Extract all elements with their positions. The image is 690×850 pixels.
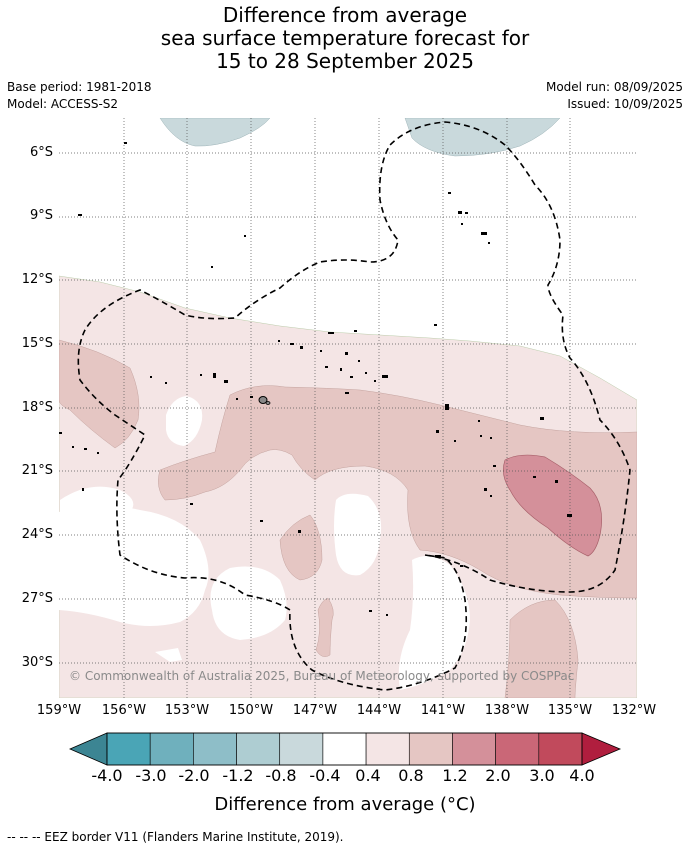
neutral-region-7 (155, 648, 182, 662)
colorbar-cell (365, 732, 410, 766)
cool-anomaly-west (159, 118, 271, 147)
neutral-region-5 (166, 396, 203, 446)
meta-right: Model run: 08/09/2025 Issued: 10/09/2025 (546, 79, 683, 113)
neutral-region-2 (60, 486, 134, 512)
eez-legend-note: -- -- -- EEZ border V11 (Flanders Marine… (7, 830, 344, 844)
lon-label-156w: 156°W (101, 703, 147, 718)
colorbar-tick-label: 2.0 (485, 766, 511, 785)
model-run: Model run: 08/09/2025 (545, 80, 683, 94)
lat-label-21s: 21°S (21, 463, 53, 478)
warm-anomaly-medium-small-1 (279, 514, 323, 581)
lat-label-12s: 12°S (21, 272, 53, 287)
lon-label-138w: 138°W (484, 703, 530, 718)
title-line-3: 15 to 28 September 2025 (216, 49, 474, 73)
lat-label-30s: 30°S (21, 655, 53, 670)
lon-label-150w: 150°W (228, 703, 274, 718)
colorbar-tick-label: 4.0 (569, 766, 595, 785)
colorbar-tick-label: -3.0 (135, 766, 167, 785)
colorbar-tick-label: -0.4 (309, 766, 341, 785)
lat-label-15s: 15°S (21, 336, 53, 351)
eez-border (77, 121, 631, 691)
title-line-1: Difference from average (222, 3, 468, 27)
colorbar-tick-label: 0.8 (398, 766, 424, 785)
lon-label-153w: 153°W (164, 703, 210, 718)
colorbar-cell (452, 732, 496, 766)
colorbar-cell (193, 732, 237, 766)
colorbar-tick-label: 1.2 (442, 766, 468, 785)
lon-label-141w: 141°W (420, 703, 466, 718)
colorbar-tick-label: 0.4 (355, 766, 381, 785)
neutral-region-4 (334, 493, 382, 576)
colorbar-cell (538, 732, 583, 766)
colorbar-tick-label: -2.0 (178, 766, 210, 785)
copyright-notice: © Commonwealth of Australia 2025, Bureau… (69, 669, 575, 683)
warm-anomaly-medium-south (504, 599, 579, 698)
lon-label-144w: 144°W (356, 703, 402, 718)
neutral-region-3 (210, 566, 287, 640)
lat-label-9s: 9°S (29, 208, 53, 223)
colorbar-tick-label: 3.0 (529, 766, 555, 785)
tahiti-island (258, 396, 268, 404)
colorbar-cell (408, 732, 453, 766)
colorbar-over-arrow (581, 732, 622, 766)
lon-label-135w: 135°W (547, 703, 593, 718)
cool-anomaly-east (404, 118, 561, 157)
islands (59, 142, 572, 616)
chart-title: Difference from average sea surface temp… (0, 4, 690, 73)
colorbar-title: Difference from average (°C) (214, 794, 476, 815)
colorbar-cell (279, 732, 324, 766)
colorbar-tick-label: -4.0 (91, 766, 123, 785)
lon-label-147w: 147°W (292, 703, 338, 718)
lat-label-24s: 24°S (21, 527, 53, 542)
colorbar-cell (236, 732, 281, 766)
colorbar-cell (495, 732, 540, 766)
colorbar-cell (149, 732, 194, 766)
map-area (59, 118, 637, 698)
colorbar-tick-label: -0.8 (265, 766, 297, 785)
colorbar-under-arrow (68, 732, 108, 766)
warm-anomaly-strong (503, 454, 602, 557)
issued-date: Issued: 10/09/2025 (567, 97, 683, 111)
moorea-island (265, 401, 271, 405)
neutral-region-6 (398, 556, 470, 690)
base-period: Base period: 1981-2018 (7, 80, 152, 94)
lon-label-159w: 159°W (36, 703, 82, 718)
lat-label-18s: 18°S (21, 400, 53, 415)
lat-label-27s: 27°S (21, 591, 53, 606)
colorbar-cell (106, 732, 151, 766)
colorbar-tick-label: -1.2 (222, 766, 254, 785)
neutral-region-1 (59, 505, 209, 626)
model-name: Model: ACCESS-S2 (7, 97, 119, 111)
lat-label-6s: 6°S (29, 145, 53, 160)
warm-anomaly-medium-central (158, 385, 637, 599)
meta-left: Base period: 1981-2018 Model: ACCESS-S2 (7, 79, 152, 113)
colorbar (68, 732, 622, 766)
warm-anomaly-medium-west (59, 339, 140, 449)
lon-label-132w: 132°W (611, 703, 657, 718)
colorbar-cell (322, 732, 367, 766)
warm-anomaly-medium-small-2 (315, 597, 334, 657)
title-line-2: sea surface temperature forecast for (160, 26, 530, 50)
